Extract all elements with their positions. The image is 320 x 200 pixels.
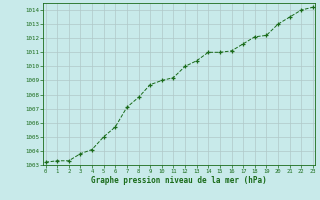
X-axis label: Graphe pression niveau de la mer (hPa): Graphe pression niveau de la mer (hPa) [91, 176, 267, 185]
